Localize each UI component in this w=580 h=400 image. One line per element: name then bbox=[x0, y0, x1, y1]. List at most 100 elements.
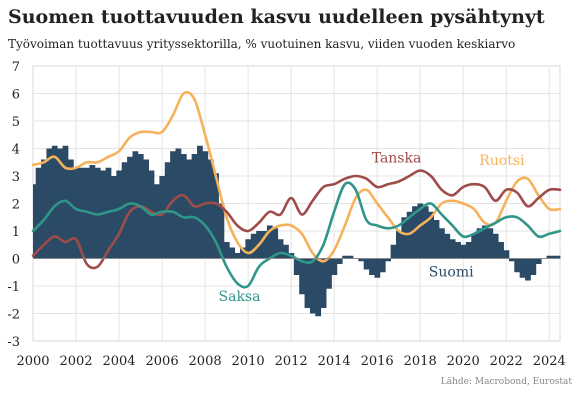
bar bbox=[218, 203, 225, 259]
bar bbox=[207, 159, 214, 259]
bar bbox=[379, 258, 386, 273]
series-line-tanska bbox=[31, 169, 562, 270]
bar bbox=[439, 228, 445, 259]
x-tick-label: 2020 bbox=[447, 354, 480, 369]
bar bbox=[519, 258, 526, 278]
x-tick-label: 2014 bbox=[318, 354, 351, 369]
bar bbox=[105, 167, 112, 259]
y-tick-label: 2 bbox=[12, 198, 20, 213]
bar bbox=[127, 156, 133, 259]
bar bbox=[73, 167, 80, 259]
bar bbox=[240, 247, 246, 259]
bar bbox=[551, 255, 558, 259]
bar bbox=[46, 148, 53, 259]
bar bbox=[326, 258, 332, 289]
series-label-tanska: Tanska bbox=[372, 150, 422, 166]
bar bbox=[417, 203, 424, 259]
x-tick-label: 2018 bbox=[404, 354, 437, 369]
x-tick-label: 2006 bbox=[146, 354, 179, 369]
series-labels: Suomi Ruotsi Tanska Saksa bbox=[219, 150, 526, 305]
bar bbox=[460, 244, 467, 259]
bar bbox=[492, 233, 499, 259]
bar bbox=[41, 159, 47, 259]
series-label-ruotsi: Ruotsi bbox=[479, 153, 525, 169]
bar bbox=[35, 167, 42, 259]
series-label-suomi: Suomi bbox=[429, 264, 474, 280]
bar bbox=[186, 159, 193, 259]
bar bbox=[546, 255, 553, 259]
bar bbox=[369, 258, 375, 275]
y-tick-label: -1 bbox=[7, 280, 20, 295]
bar bbox=[503, 250, 510, 259]
grid bbox=[32, 65, 561, 342]
y-tick-label: 1 bbox=[12, 225, 20, 240]
bar bbox=[449, 239, 456, 259]
bar bbox=[557, 255, 561, 259]
bar bbox=[283, 244, 289, 259]
chart-subtitle: Työvoiman tuottavuus yrityssektorilla, %… bbox=[8, 37, 516, 51]
bar bbox=[202, 151, 209, 259]
bar bbox=[422, 206, 429, 259]
bar bbox=[94, 167, 101, 259]
bar bbox=[444, 233, 451, 259]
y-tick-label: -2 bbox=[7, 308, 20, 323]
bar bbox=[390, 244, 397, 259]
x-tick-label: 2024 bbox=[533, 354, 566, 369]
bar bbox=[293, 258, 300, 275]
chart-title: Suomen tuottavuuden kasvu uudelleen pysä… bbox=[8, 6, 545, 28]
bar bbox=[261, 231, 268, 259]
bar bbox=[433, 220, 440, 259]
bar bbox=[229, 247, 236, 259]
bar bbox=[482, 225, 488, 259]
x-tick-label: 2002 bbox=[59, 354, 92, 369]
bar bbox=[89, 165, 96, 259]
x-tick-label: 2016 bbox=[361, 354, 394, 369]
y-tick-label: 7 bbox=[12, 60, 20, 75]
series-label-saksa: Saksa bbox=[219, 289, 261, 305]
bar bbox=[121, 162, 128, 259]
bar bbox=[213, 173, 219, 259]
bar bbox=[412, 206, 418, 259]
bar bbox=[401, 217, 408, 259]
bar bbox=[476, 228, 483, 259]
bar bbox=[78, 167, 85, 259]
x-tick-label: 2008 bbox=[189, 354, 222, 369]
y-tick-label: 4 bbox=[12, 143, 20, 158]
bar bbox=[331, 258, 338, 275]
x-tick-label: 2022 bbox=[490, 354, 523, 369]
bar bbox=[110, 176, 117, 259]
bar bbox=[342, 255, 348, 259]
bar bbox=[487, 228, 494, 259]
bar bbox=[465, 242, 472, 259]
bar bbox=[245, 239, 252, 259]
bar bbox=[315, 258, 322, 317]
y-tick-label: -3 bbox=[7, 335, 20, 350]
bar bbox=[33, 184, 37, 259]
series-line-ruotsi bbox=[31, 90, 562, 263]
bar bbox=[385, 258, 392, 262]
bar bbox=[530, 258, 537, 275]
y-tick-label: 5 bbox=[12, 115, 20, 130]
bar bbox=[234, 253, 241, 259]
bar bbox=[223, 242, 230, 259]
bar bbox=[508, 258, 515, 262]
bar bbox=[455, 242, 461, 259]
bar bbox=[51, 145, 58, 259]
bar bbox=[277, 239, 284, 259]
bar bbox=[299, 258, 305, 295]
bar bbox=[250, 233, 257, 259]
bar bbox=[428, 211, 435, 259]
bar bbox=[395, 231, 402, 259]
y-tick-label: 0 bbox=[12, 253, 20, 268]
x-tick-label: 2000 bbox=[16, 354, 49, 369]
source-note: Lähde: Macrobond, Eurostat bbox=[440, 377, 572, 387]
bar bbox=[272, 228, 279, 259]
bar bbox=[266, 225, 273, 259]
bar bbox=[498, 242, 504, 259]
bar bbox=[525, 258, 531, 281]
bar bbox=[535, 258, 542, 264]
bar bbox=[159, 176, 166, 259]
axis: -3 -2 -1 0 1 2 3 4 5 6 7 2000 2002 2004 2006 2008 2010 20… bbox=[7, 60, 565, 369]
x-tick-label: 2012 bbox=[275, 354, 308, 369]
